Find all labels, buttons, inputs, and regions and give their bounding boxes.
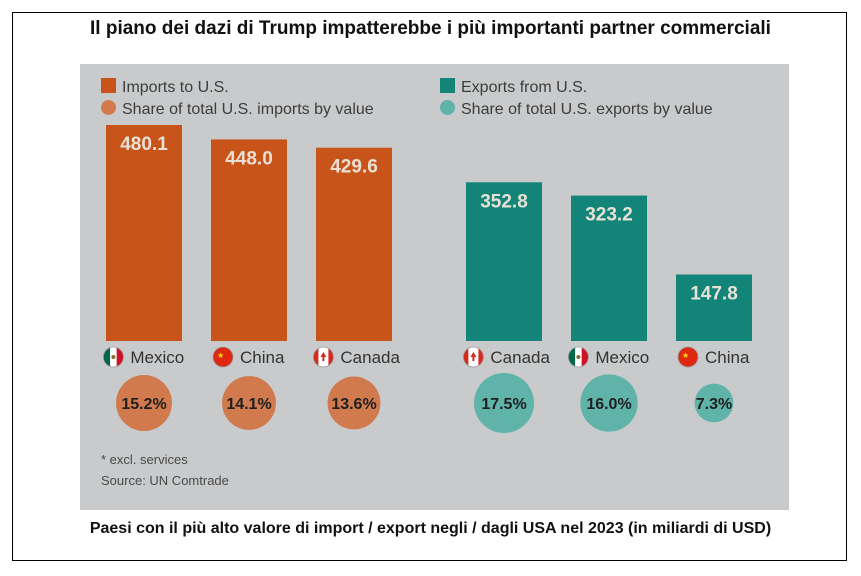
chart-marks: 480.1 Mexico 15.2% 448.0 ★ China 14.1% 429.6 Can… [103,125,752,433]
share-circle-imports-canada [327,376,381,430]
legend-exports-share-swatch [440,100,455,115]
legend-imports-share-swatch [101,100,116,115]
chart-subtitle: Paesi con il più alto valore di import /… [89,520,772,537]
svg-text:★: ★ [217,351,224,360]
category-label-exports-mexico: Mexico [595,348,649,367]
footnote: * excl. services [101,452,188,467]
legend-exports-share-label: Share of total U.S. exports by value [461,101,713,118]
source-note: Source: UN Comtrade [101,473,229,488]
bar-imports-china [211,139,287,341]
legend-imports-label: Imports to U.S. [122,79,229,96]
china-flag-icon: ★ [212,346,234,368]
share-label-imports-china: 14.1% [226,396,271,413]
bar-imports-canada [316,147,392,341]
category-label-imports-china: China [240,348,285,367]
bar-exports-china [676,274,752,341]
share-label-imports-canada: 13.6% [331,396,376,413]
share-label-exports-canada: 17.5% [481,396,526,413]
share-circle-exports-canada [474,373,534,433]
mexico-flag-icon [568,346,589,368]
mexico-flag-icon [103,346,124,368]
bar-value-imports-mexico: 480.1 [120,134,168,155]
legend-imports-share-label: Share of total U.S. imports by value [122,101,374,118]
bar-imports-mexico [106,125,182,341]
share-label-exports-china: 7.3% [696,396,732,413]
category-label-imports-canada: Canada [340,348,400,367]
bar-value-imports-canada: 429.6 [330,157,378,178]
canada-flag-icon [462,346,484,368]
bar-value-exports-china: 147.8 [690,284,738,305]
bar-exports-canada [466,182,542,341]
share-circle-exports-mexico [580,374,638,432]
bar-value-exports-canada: 352.8 [480,191,528,212]
category-label-imports-mexico: Mexico [130,348,184,367]
share-circle-imports-china [222,376,276,430]
share-label-imports-mexico: 15.2% [121,396,166,413]
china-flag-icon: ★ [677,346,699,368]
chart-title: Il piano dei dazi di Trump impatterebbe … [90,18,771,39]
legend-imports-swatch [101,78,116,93]
share-circle-imports-mexico [116,375,172,431]
share-circle-exports-china [694,383,734,423]
bar-exports-mexico [571,195,647,341]
legend-exports-swatch [440,78,455,93]
category-label-exports-canada: Canada [490,348,550,367]
canada-flag-icon [312,346,334,368]
bar-value-imports-china: 448.0 [225,148,273,169]
category-label-exports-china: China [705,348,750,367]
bar-value-exports-mexico: 323.2 [585,205,633,226]
share-label-exports-mexico: 16.0% [586,396,631,413]
legend: Imports to U.S. Share of total U.S. impo… [101,78,713,118]
legend-exports-label: Exports from U.S. [461,79,587,96]
svg-text:★: ★ [682,351,689,360]
chart-panel [80,64,789,510]
